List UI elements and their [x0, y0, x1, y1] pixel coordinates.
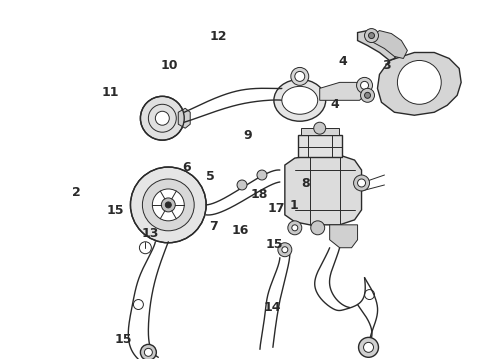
Circle shape — [358, 179, 366, 187]
Circle shape — [365, 92, 370, 98]
Circle shape — [311, 221, 325, 235]
Circle shape — [165, 202, 172, 208]
Circle shape — [152, 189, 184, 221]
Text: 10: 10 — [161, 59, 178, 72]
Polygon shape — [178, 108, 190, 128]
Circle shape — [361, 88, 374, 102]
Circle shape — [141, 96, 184, 140]
Circle shape — [237, 180, 247, 190]
Polygon shape — [319, 82, 365, 100]
Text: 15: 15 — [107, 204, 124, 217]
Text: 4: 4 — [331, 98, 340, 111]
Circle shape — [282, 247, 288, 253]
Text: 12: 12 — [209, 30, 227, 43]
Text: 11: 11 — [102, 86, 120, 99]
Circle shape — [161, 198, 175, 212]
Circle shape — [145, 348, 152, 356]
Text: 1: 1 — [290, 199, 298, 212]
Circle shape — [359, 337, 378, 357]
Circle shape — [143, 179, 194, 231]
Circle shape — [295, 71, 305, 81]
Text: 3: 3 — [382, 59, 391, 72]
Text: 18: 18 — [251, 188, 269, 201]
Circle shape — [291, 67, 309, 85]
Ellipse shape — [282, 86, 318, 114]
Text: 16: 16 — [231, 224, 249, 237]
Circle shape — [397, 60, 441, 104]
Circle shape — [292, 225, 298, 231]
Circle shape — [357, 77, 372, 93]
Text: 4: 4 — [338, 55, 347, 68]
Text: 2: 2 — [72, 186, 81, 199]
Text: 8: 8 — [302, 177, 310, 190]
Circle shape — [368, 32, 374, 39]
Text: 7: 7 — [209, 220, 218, 233]
Circle shape — [257, 170, 267, 180]
Ellipse shape — [274, 80, 326, 121]
Polygon shape — [377, 53, 461, 115]
Circle shape — [130, 167, 206, 243]
Circle shape — [354, 175, 369, 191]
Text: 6: 6 — [182, 161, 191, 174]
Circle shape — [361, 81, 368, 89]
Circle shape — [278, 243, 292, 257]
Circle shape — [288, 221, 302, 235]
Text: 13: 13 — [141, 227, 158, 240]
Polygon shape — [298, 135, 342, 157]
Polygon shape — [285, 155, 362, 225]
Text: 17: 17 — [268, 202, 286, 215]
Circle shape — [314, 122, 326, 134]
Circle shape — [141, 345, 156, 360]
Text: 15: 15 — [266, 238, 283, 251]
Circle shape — [364, 342, 373, 352]
Text: 15: 15 — [114, 333, 132, 346]
Text: 5: 5 — [206, 170, 215, 183]
Circle shape — [365, 28, 378, 42]
Text: 9: 9 — [243, 129, 252, 142]
Text: 14: 14 — [263, 301, 281, 314]
Polygon shape — [301, 128, 339, 135]
Polygon shape — [371, 31, 407, 58]
Circle shape — [155, 111, 169, 125]
Polygon shape — [358, 31, 399, 60]
Polygon shape — [330, 225, 358, 248]
